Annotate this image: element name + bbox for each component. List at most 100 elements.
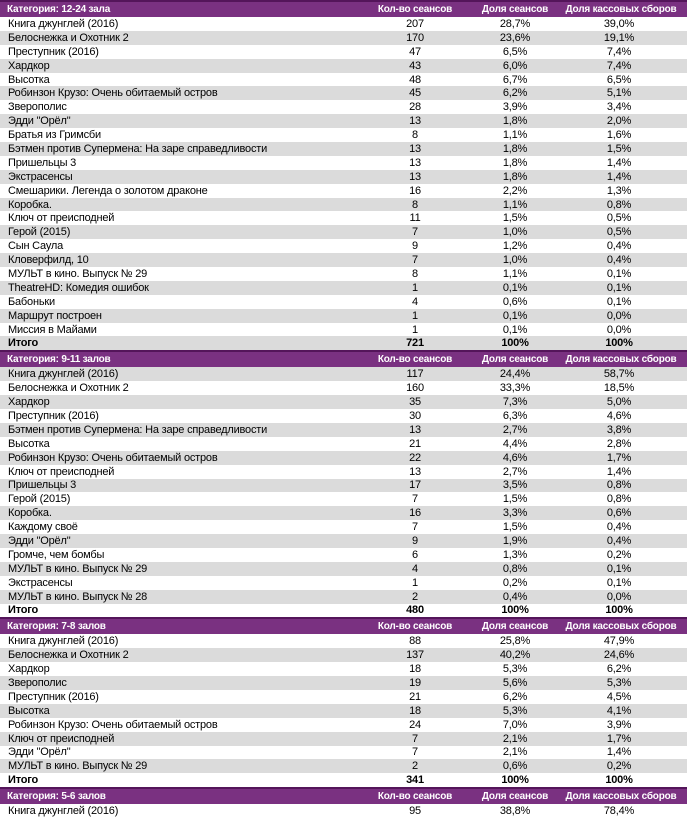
- total-sessions-share: 100%: [501, 337, 529, 350]
- movie-title: Белоснежка и Охотник 2: [8, 31, 129, 44]
- sessions-count: 19: [409, 677, 421, 690]
- movie-title: Маршрут построен: [8, 309, 102, 322]
- total-sessions-count: 341: [406, 774, 424, 787]
- movie-title: Робинзон Крузо: Очень обитаемый остров: [8, 87, 218, 100]
- boxoffice-share: 0,0%: [606, 323, 632, 336]
- boxoffice-share: 1,5%: [606, 142, 632, 155]
- table-row: МУЛЬТ в кино. Выпуск № 29 2 0,6% 0,2%: [0, 759, 687, 774]
- table-row: Экстрасенсы 13 1,8% 1,4%: [0, 169, 687, 184]
- boxoffice-share: 0,5%: [606, 226, 632, 239]
- sessions-count: 18: [409, 704, 421, 717]
- sessions-share: 1,8%: [502, 142, 528, 155]
- sessions-share: 4,4%: [502, 437, 528, 450]
- table-row: TheatreHD: Комедия ошибок 1 0,1% 0,1%: [0, 280, 687, 295]
- boxoffice-share: 1,6%: [606, 129, 632, 142]
- sessions-count: 43: [409, 59, 421, 72]
- sessions-share: 1,8%: [502, 115, 528, 128]
- boxoffice-share: 0,2%: [606, 760, 632, 773]
- sessions-share: 2,7%: [502, 465, 528, 478]
- table-row: Ключ от преисподней 11 1,5% 0,5%: [0, 211, 687, 225]
- boxoffice-share: 0,6%: [606, 507, 632, 520]
- table-row: Смешарики. Легенда о золотом драконе 16 2,…: [0, 184, 687, 198]
- sessions-share: 24,4%: [499, 368, 531, 381]
- sessions-share: 5,3%: [502, 663, 528, 676]
- table-row: Бэтмен против Супермена: На заре справед…: [0, 422, 687, 437]
- table-row: Зверополис 28 3,9% 3,4%: [0, 100, 687, 114]
- sessions-share: 0,6%: [502, 760, 528, 773]
- boxoffice-share: 1,4%: [606, 746, 632, 759]
- sessions-share: 1,3%: [502, 548, 528, 561]
- category-label: Категория: 12-24 зала: [7, 4, 111, 15]
- movie-title: Белоснежка и Охотник 2: [8, 649, 129, 662]
- sessions-count: 95: [409, 805, 421, 818]
- table-row: Эдди "Орёл" 9 1,9% 0,4%: [0, 534, 687, 548]
- table-row: Зверополис 19 5,6% 5,3%: [0, 676, 687, 690]
- section-header-row: Категория: 9-11 залов Кол-во сеансов Доля …: [0, 350, 687, 368]
- sessions-count: 8: [412, 129, 418, 142]
- movie-title: Коробка.: [8, 507, 52, 520]
- boxoffice-share: 78,4%: [603, 805, 635, 818]
- boxoffice-share: 4,6%: [606, 409, 632, 422]
- boxoffice-share: 47,9%: [603, 635, 635, 648]
- column-header-share-sessions: Доля сеансов: [481, 621, 549, 633]
- sessions-count: 2: [412, 590, 418, 603]
- total-sessions-count: 721: [406, 337, 424, 350]
- boxoffice-share: 58,7%: [603, 368, 635, 381]
- total-boxoffice-share: 100%: [605, 337, 633, 350]
- movie-title: Преступник (2016): [8, 409, 99, 422]
- sessions-count: 7: [412, 254, 418, 267]
- table-row: Робинзон Крузо: Очень обитаемый остров 24…: [0, 718, 687, 732]
- sessions-count: 13: [409, 423, 421, 436]
- sessions-count: 30: [409, 409, 421, 422]
- movie-title: Каждому своё: [8, 521, 78, 534]
- boxoffice-share: 0,8%: [606, 493, 632, 506]
- boxoffice-share: 3,9%: [606, 718, 632, 731]
- sessions-count: 170: [406, 31, 424, 44]
- sessions-share: 1,8%: [502, 156, 528, 169]
- boxoffice-share: 3,8%: [606, 423, 632, 436]
- table-row: Книга джунглей (2016) 88 25,8% 47,9%: [0, 634, 687, 648]
- movie-title: Зверополис: [8, 677, 67, 690]
- sessions-share: 6,2%: [502, 87, 528, 100]
- sessions-share: 6,0%: [502, 59, 528, 72]
- table-row: Книга джунглей (2016) 117 24,4% 58,7%: [0, 367, 687, 382]
- table-row: Робинзон Крузо: Очень обитаемый остров 45…: [0, 86, 687, 101]
- table-row: Хардкор 43 6,0% 7,4%: [0, 58, 687, 73]
- sessions-count: 88: [409, 635, 421, 648]
- table-row: Маршрут построен 1 0,1% 0,0%: [0, 308, 687, 323]
- boxoffice-share: 1,7%: [606, 732, 632, 745]
- column-header-sessions: Кол-во сеансов: [377, 354, 453, 366]
- sessions-count: 35: [409, 396, 421, 409]
- sessions-share: 1,5%: [502, 212, 528, 225]
- sessions-count: 1: [412, 309, 418, 322]
- category-label: Категория: 9-11 залов: [7, 354, 111, 366]
- table-row: Преступник (2016) 21 6,2% 4,5%: [0, 690, 687, 704]
- boxoffice-share: 4,1%: [606, 704, 632, 717]
- movie-title: Высотка: [8, 704, 50, 717]
- boxoffice-share: 0,2%: [606, 548, 632, 561]
- movie-title: Эдди "Орёл": [8, 535, 71, 547]
- sessions-count: 22: [409, 451, 421, 464]
- movie-title: Преступник (2016): [8, 45, 99, 58]
- table-row: Братья из Гримсби 8 1,1% 1,6%: [0, 128, 687, 142]
- table-row: Хардкор 35 7,3% 5,0%: [0, 395, 687, 410]
- movie-title: Робинзон Крузо: Очень обитаемый остров: [8, 451, 218, 464]
- movie-title: Бабоньки: [8, 295, 55, 308]
- movie-title: Сын Саула: [8, 240, 64, 253]
- sessions-share: 1,2%: [502, 240, 528, 253]
- movie-title: Преступник (2016): [8, 690, 99, 703]
- table-row: Белоснежка и Охотник 2 170 23,6% 19,1%: [0, 30, 687, 45]
- column-header-share-boxoffice: Доля кассовых сборов: [565, 621, 677, 633]
- boxoffice-share: 0,1%: [606, 576, 632, 589]
- total-movie-title: Итого: [8, 774, 39, 787]
- sessions-count: 7: [412, 732, 418, 745]
- boxoffice-share: 0,8%: [606, 479, 632, 492]
- movie-title: Кловерфилд, 10: [8, 254, 89, 267]
- boxoffice-share: 7,4%: [606, 59, 632, 72]
- movie-title: Громче, чем бомбы: [8, 548, 105, 561]
- sessions-count: 137: [406, 649, 424, 662]
- sessions-count: 21: [409, 437, 421, 450]
- boxoffice-share: 0,1%: [606, 562, 632, 575]
- table-row: Коробка. 16 3,3% 0,6%: [0, 506, 687, 521]
- sessions-share: 3,9%: [502, 101, 528, 114]
